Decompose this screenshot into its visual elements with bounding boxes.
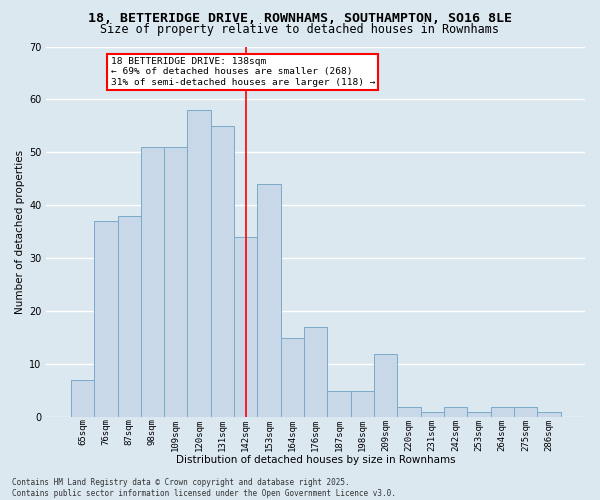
Bar [328, 390, 350, 417]
X-axis label: Distribution of detached houses by size in Rownhams: Distribution of detached houses by size … [176, 455, 455, 465]
Bar [257, 184, 281, 417]
Bar [187, 110, 211, 417]
Bar [94, 222, 118, 417]
Text: 18 BETTERIDGE DRIVE: 138sqm
← 69% of detached houses are smaller (268)
31% of se: 18 BETTERIDGE DRIVE: 138sqm ← 69% of det… [110, 57, 375, 87]
Bar [491, 406, 514, 417]
Bar [211, 126, 234, 417]
Bar [164, 147, 187, 417]
Bar [421, 412, 444, 417]
Bar [444, 406, 467, 417]
Bar [281, 338, 304, 417]
Bar [514, 406, 537, 417]
Y-axis label: Number of detached properties: Number of detached properties [15, 150, 25, 314]
Text: Contains HM Land Registry data © Crown copyright and database right 2025.
Contai: Contains HM Land Registry data © Crown c… [12, 478, 396, 498]
Bar [141, 147, 164, 417]
Bar [537, 412, 560, 417]
Bar [374, 354, 397, 417]
Bar [118, 216, 141, 417]
Bar [234, 237, 257, 417]
Bar [397, 406, 421, 417]
Text: Size of property relative to detached houses in Rownhams: Size of property relative to detached ho… [101, 22, 499, 36]
Bar [304, 327, 328, 417]
Bar [467, 412, 491, 417]
Text: 18, BETTERIDGE DRIVE, ROWNHAMS, SOUTHAMPTON, SO16 8LE: 18, BETTERIDGE DRIVE, ROWNHAMS, SOUTHAMP… [88, 12, 512, 26]
Bar [71, 380, 94, 417]
Bar [350, 390, 374, 417]
